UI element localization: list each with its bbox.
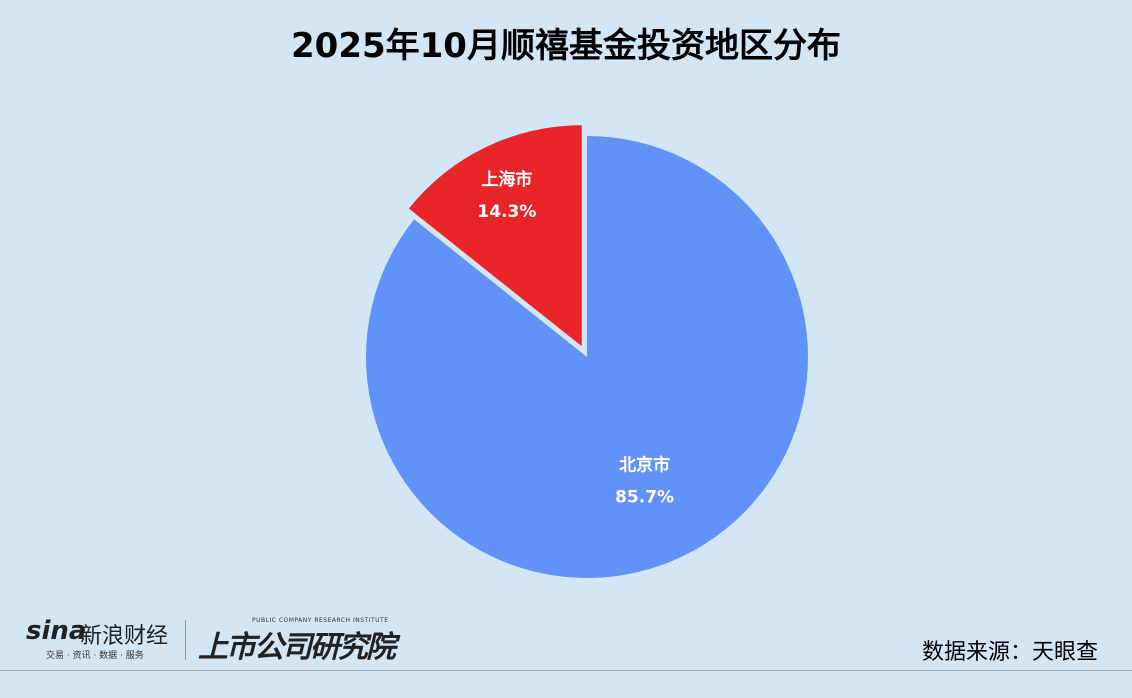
footer-divider bbox=[0, 670, 1132, 671]
slice-label-0: 北京市 bbox=[619, 454, 670, 475]
chart-title: 2025年10月顺禧基金投资地区分布 bbox=[291, 26, 841, 66]
institute-logo: 上市公司研究院 bbox=[198, 630, 396, 665]
sina-finance-name: 新浪财经 bbox=[80, 624, 169, 649]
pie-slice-0 bbox=[366, 136, 809, 578]
institute-english-name: PUBLIC COMPANY RESEARCH INSTITUTE bbox=[252, 617, 389, 624]
slice-value-0: 85.7% bbox=[615, 487, 674, 507]
sina-tagline: 交易 · 资讯 · 数据 · 服务 bbox=[46, 651, 144, 661]
sina-logo-text: sina bbox=[26, 616, 87, 646]
data-source: 数据来源：天眼查 bbox=[921, 640, 1098, 665]
slice-value-1: 14.3% bbox=[477, 202, 536, 222]
logo-divider bbox=[185, 620, 186, 660]
slice-label-1: 上海市 bbox=[481, 169, 532, 190]
pie-slice-1 bbox=[408, 125, 582, 347]
